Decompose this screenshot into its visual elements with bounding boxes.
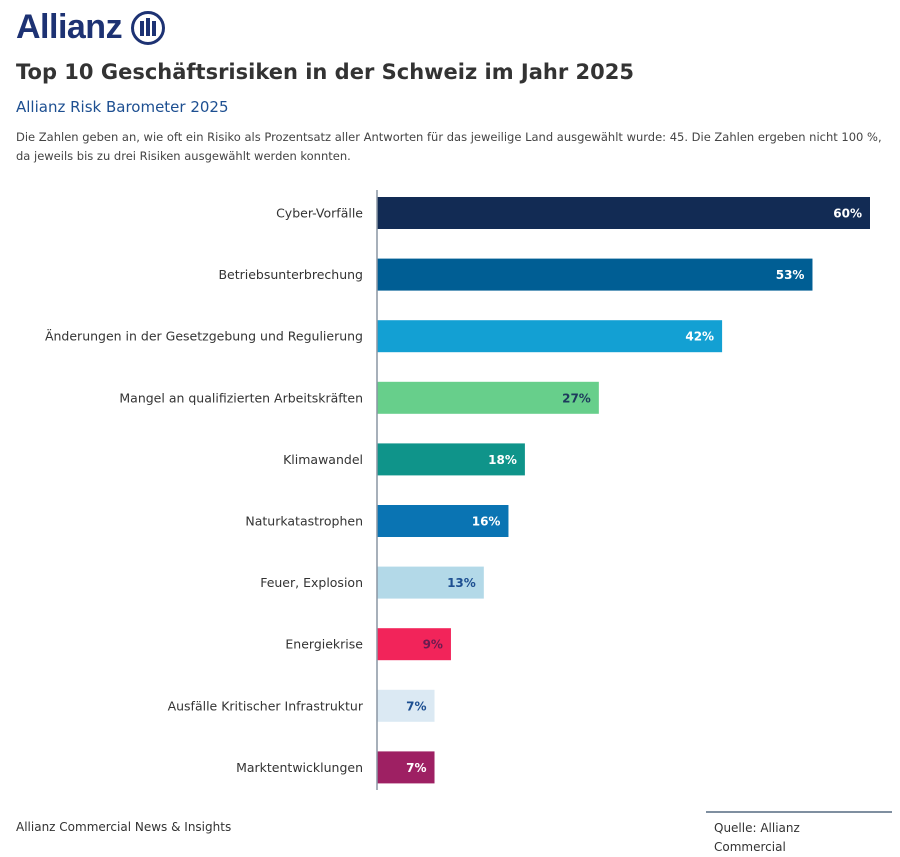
value-label: 27% xyxy=(562,391,591,405)
category-label: Feuer, Explosion xyxy=(260,575,363,590)
bar xyxy=(377,566,484,599)
value-label: 60% xyxy=(833,207,862,221)
value-label: 7% xyxy=(406,761,426,775)
bar xyxy=(377,197,870,229)
allianz-eagle-icon xyxy=(131,10,166,45)
category-label: Naturkatastrophen xyxy=(245,514,363,529)
category-label: Klimawandel xyxy=(283,452,363,467)
bar xyxy=(377,628,451,661)
bar xyxy=(377,443,525,476)
category-label: Mangel an qualifizierten Arbeitskräften xyxy=(119,390,363,405)
category-label: Änderungen in der Gesetzgebung und Regul… xyxy=(45,329,363,344)
category-label: Marktentwicklungen xyxy=(236,760,363,775)
value-label: 13% xyxy=(447,576,476,590)
logo-text: Allianz xyxy=(16,8,123,46)
category-label: Ausfälle Kritischer Infrastruktur xyxy=(168,698,364,713)
source-note: Quelle: Allianz Commercial xyxy=(714,821,800,854)
value-label: 42% xyxy=(685,330,714,344)
chart-note: Die Zahlen geben an, wie oft ein Risiko … xyxy=(16,130,882,163)
source-divider xyxy=(706,811,892,813)
bar xyxy=(377,258,813,291)
chart-title: Top 10 Geschäftsrisiken in der Schweiz i… xyxy=(16,60,634,84)
category-label: Cyber-Vorfälle xyxy=(276,206,363,221)
value-label: 16% xyxy=(472,515,501,529)
value-label: 7% xyxy=(406,699,426,713)
footer-publisher: Allianz Commercial News & Insights xyxy=(16,820,232,834)
bar xyxy=(377,505,509,537)
category-label: Energiekrise xyxy=(285,637,363,652)
allianz-logo: Allianz xyxy=(16,8,166,47)
value-label: 9% xyxy=(423,638,443,652)
chart-subtitle: Allianz Risk Barometer 2025 xyxy=(16,98,229,116)
value-label: 53% xyxy=(776,268,805,282)
bar xyxy=(377,381,599,414)
bar xyxy=(377,689,435,722)
category-label: Betriebsunterbrechung xyxy=(218,267,363,282)
bar-chart: Cyber-Vorfälle 60% Betriebsunterbrechung 53… xyxy=(45,190,870,790)
bar xyxy=(377,751,435,784)
bar xyxy=(377,320,723,353)
value-label: 18% xyxy=(488,453,517,467)
